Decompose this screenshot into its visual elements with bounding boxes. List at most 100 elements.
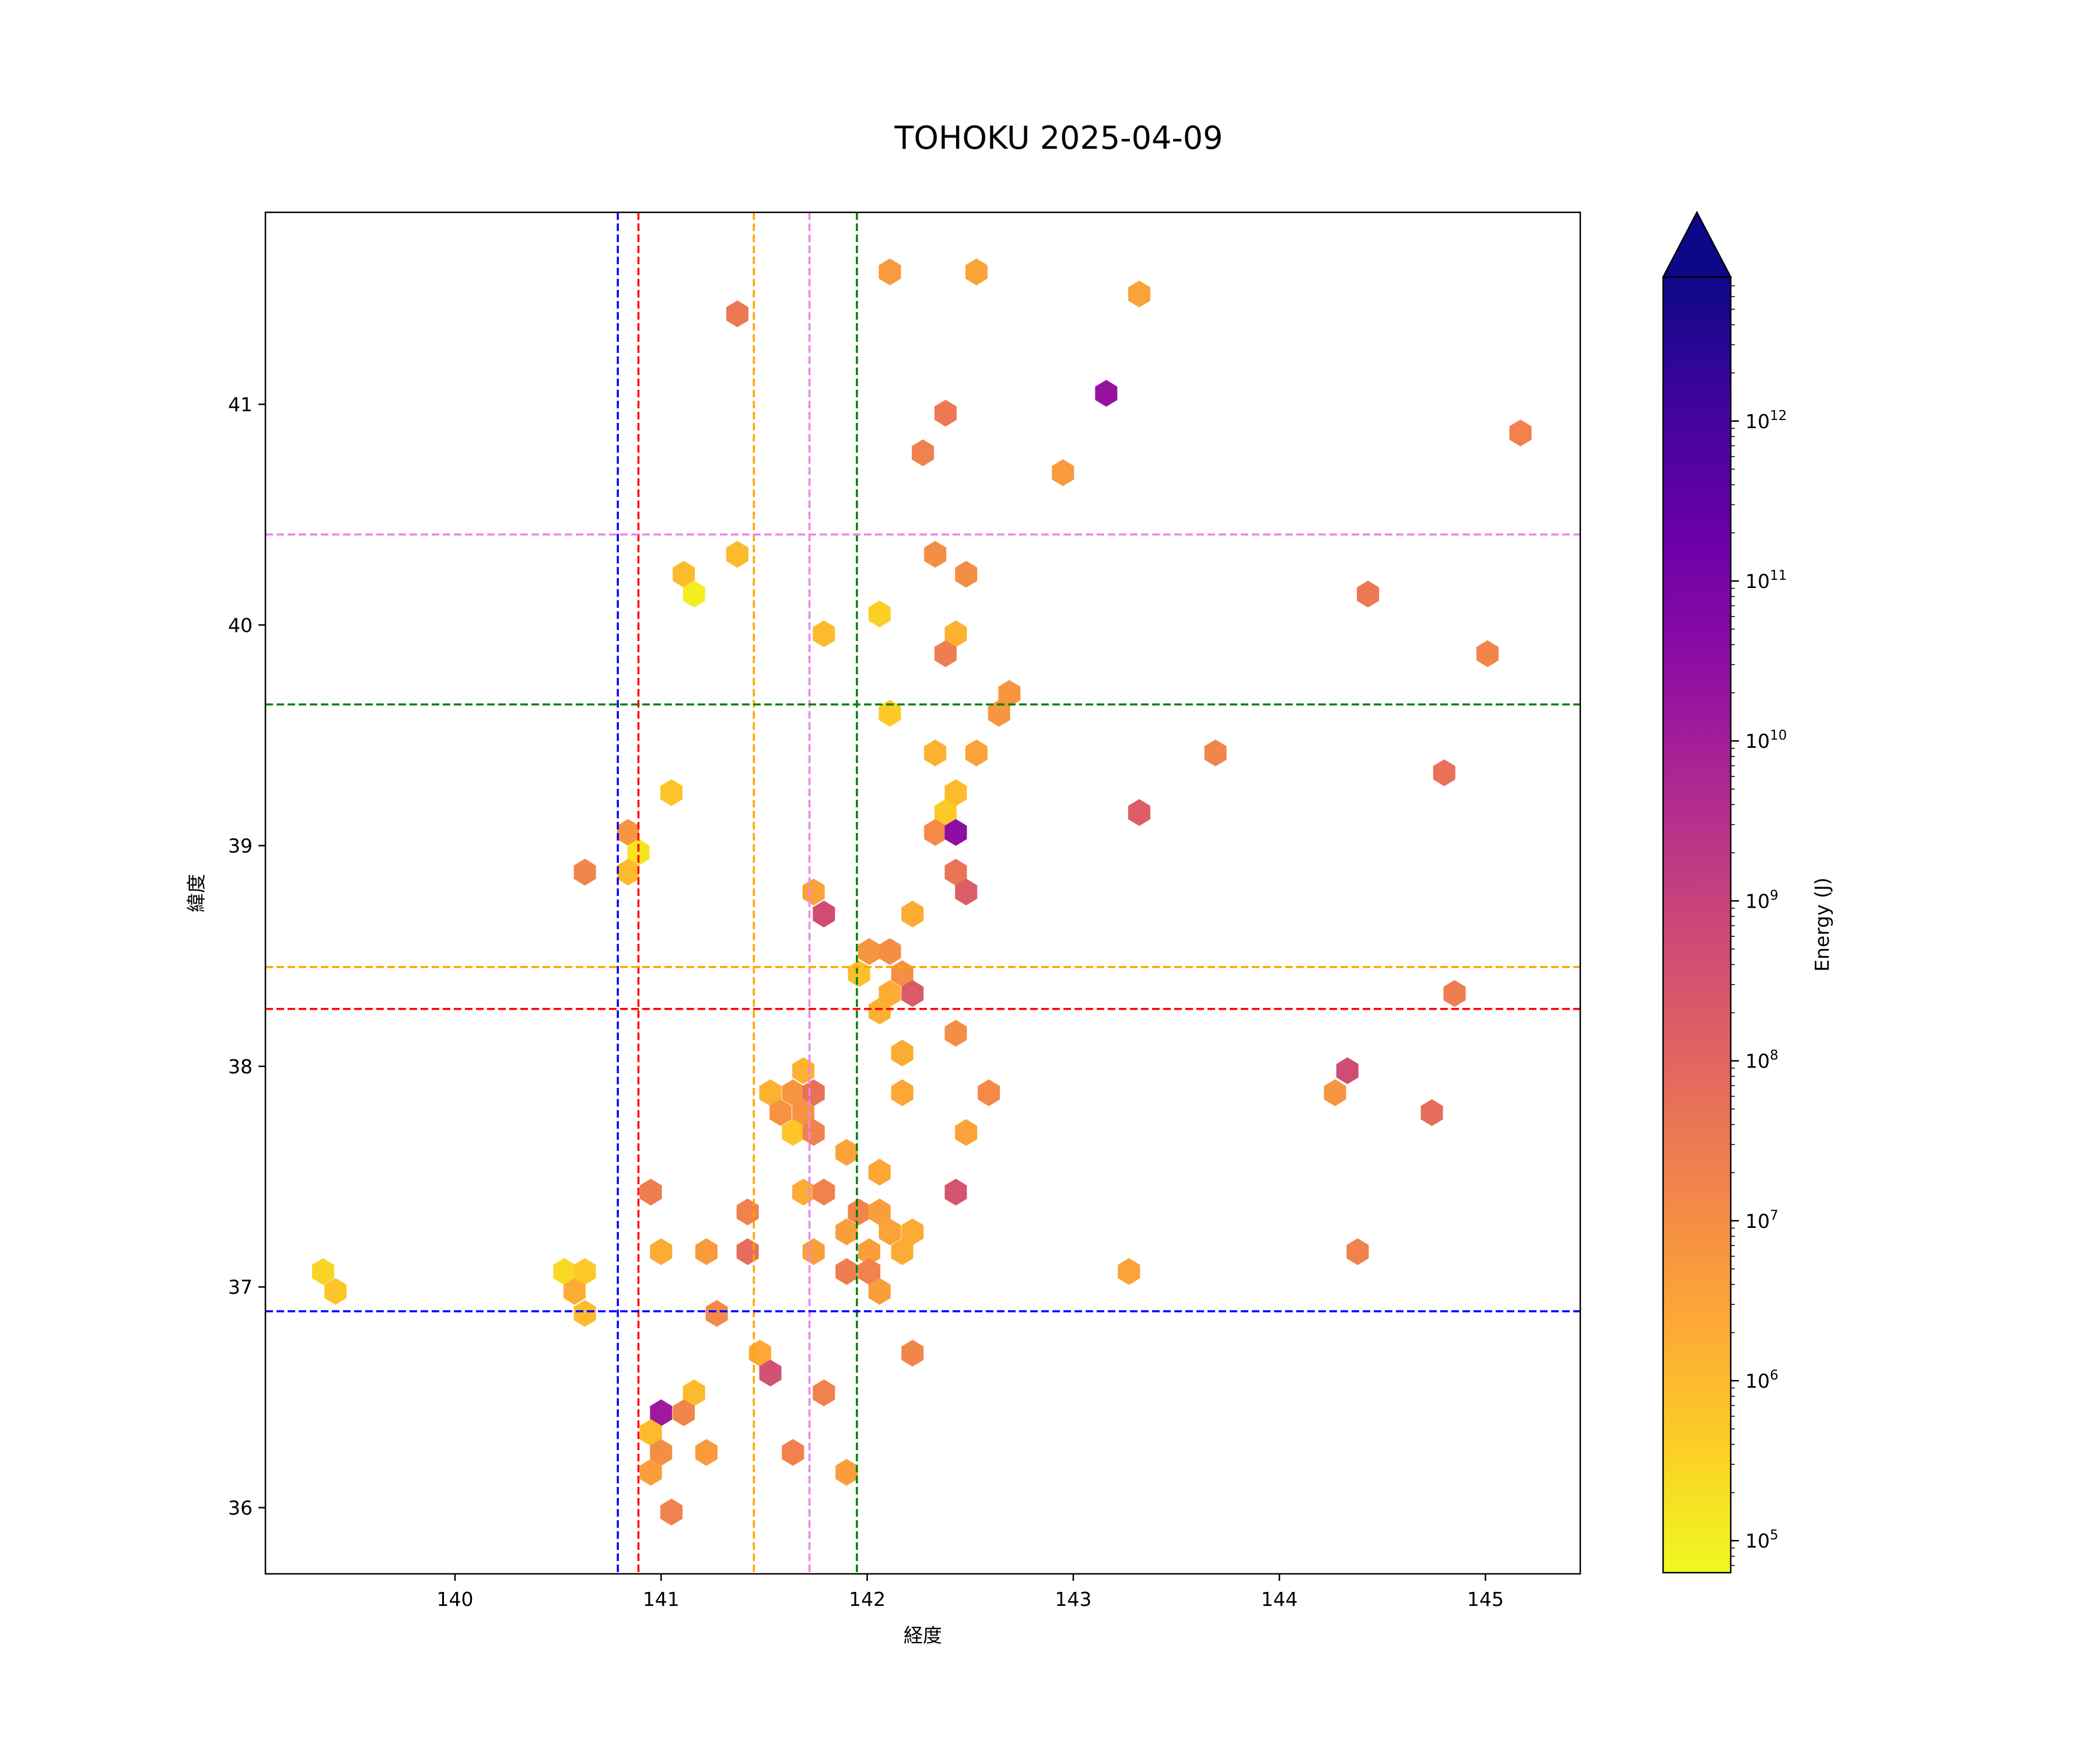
hexbin-cell	[650, 1399, 673, 1426]
hexbin-cell	[901, 980, 924, 1007]
colorbar-ticks: 105 106 107 108 109 1010 1011 1012	[1731, 285, 1787, 1566]
x-tick-label: 144	[1261, 1588, 1298, 1611]
hexbin-cell	[660, 1499, 682, 1526]
hexbin-cell	[650, 1238, 673, 1265]
hexbin-cell	[998, 680, 1021, 707]
hexbin-cell	[802, 1238, 825, 1265]
colorbar-label: Energy (J)	[1811, 877, 1833, 972]
colorbar-tick-label: 1010	[1745, 728, 1787, 752]
hexbin-cell	[868, 1198, 891, 1226]
hexbin-cell	[1346, 1238, 1369, 1265]
hexbin-cell	[782, 1119, 804, 1146]
hexbin-cell	[695, 1238, 718, 1265]
y-tick-label: 38	[228, 1055, 253, 1078]
hexbin-cell	[553, 1258, 576, 1285]
hexbin-cell	[736, 1198, 759, 1226]
hexbin-cell	[573, 859, 596, 886]
hexbin-cell	[660, 779, 682, 806]
hexbin-cell	[835, 1139, 858, 1166]
chart-title: TOHOKU 2025-04-09	[894, 120, 1223, 156]
hexbin-cell	[878, 980, 901, 1007]
hexbin-cell	[1357, 580, 1380, 608]
hexbin-cell	[573, 1258, 596, 1285]
x-tick-label: 143	[1055, 1588, 1091, 1611]
hexbin-cell	[802, 1079, 825, 1107]
hexbin-cell	[965, 739, 988, 766]
y-tick-label: 36	[228, 1497, 253, 1520]
hexbin-cell	[1420, 1099, 1443, 1126]
colorbar-gradient	[1662, 276, 1732, 1574]
hexbin-cell	[878, 258, 901, 286]
hexbin-cell	[934, 799, 957, 826]
hexbin-cell	[978, 1079, 1000, 1107]
hexbin-cell	[759, 1079, 782, 1107]
hexbin-cell	[858, 1238, 881, 1265]
hexbin-cell	[782, 1438, 804, 1466]
y-axis-label: 緯度	[185, 874, 208, 912]
hexbin-cell	[673, 561, 695, 588]
colorbar-tick-label: 1012	[1745, 408, 1787, 433]
hexbin-cell	[1204, 739, 1227, 766]
hexbin-cell	[324, 1278, 347, 1305]
hexbin-layer	[312, 258, 1532, 1526]
hexbin-cell	[769, 1099, 792, 1126]
hexbin-cell	[802, 878, 825, 906]
hexbin-cell	[891, 1079, 914, 1107]
hexbin-cell	[1052, 459, 1074, 487]
hexbin-cell	[955, 878, 978, 906]
hexbin-cell	[944, 819, 967, 846]
hexbin-cell	[924, 541, 947, 568]
hexbin-cell	[924, 739, 947, 766]
colorbar-tick-label: 109	[1745, 888, 1779, 912]
hexbin-cell	[835, 1218, 858, 1245]
hexbin-cell	[639, 1459, 662, 1486]
hexbin-cell	[934, 400, 957, 427]
colorbar-tick-label: 107	[1745, 1208, 1779, 1233]
hexbin-cell	[878, 699, 901, 727]
hexbin-cell	[617, 819, 639, 846]
hexbin-cell	[934, 640, 957, 667]
hexbin-cell	[682, 580, 705, 608]
hexbin-cell	[813, 900, 835, 928]
hexbin-cell	[1509, 419, 1532, 447]
hexbin-cell	[705, 1300, 728, 1327]
hexbin-cell	[835, 1459, 858, 1486]
hexbin-cell	[901, 1218, 924, 1245]
colorbar-tick-label: 108	[1745, 1048, 1779, 1073]
colorbar-tick-label: 1011	[1745, 568, 1787, 593]
x-tick-label: 141	[643, 1588, 680, 1611]
hexbin-cell	[639, 1178, 662, 1206]
colorbar: 105 106 107 108 109 1010 1011 1012 Energy (J)	[1661, 211, 1833, 1574]
hexbin-cell	[695, 1438, 718, 1466]
plot-frame	[264, 211, 1581, 1575]
hexbin-cell	[617, 859, 639, 886]
hexbin-cell	[868, 600, 891, 628]
hexbin-cell	[848, 1198, 870, 1226]
colorbar-extend-arrow	[1661, 211, 1732, 278]
colorbar-tick-label: 106	[1745, 1368, 1779, 1392]
hexbin-cell	[813, 1379, 835, 1406]
reference-lines	[265, 212, 1580, 1574]
hexbin-cell	[802, 1119, 825, 1146]
hexbin-cell	[988, 699, 1010, 727]
hexbin-cell	[924, 819, 947, 846]
hexbin-cell	[813, 1178, 835, 1206]
hexbin-cell	[1433, 759, 1455, 786]
hexbin-cell	[782, 1079, 804, 1107]
hexbin-cell	[944, 779, 967, 806]
y-tick-label: 41	[228, 393, 253, 416]
x-tick-label: 145	[1467, 1588, 1504, 1611]
hexbin-cell	[682, 1379, 705, 1406]
hexbin-cell	[1476, 640, 1499, 667]
y-tick-label: 40	[228, 614, 253, 636]
hexbin-cell	[1095, 380, 1118, 407]
hexbin-cell	[891, 960, 914, 988]
hexbin-cell	[573, 1300, 596, 1327]
hexbin-cell	[627, 839, 650, 866]
hexbin-cell	[1128, 799, 1150, 826]
hexbin-cell	[944, 620, 967, 648]
hexbin-cell	[868, 1278, 891, 1305]
hexbin-cell	[1324, 1079, 1346, 1107]
hexbin-cell	[736, 1238, 759, 1265]
